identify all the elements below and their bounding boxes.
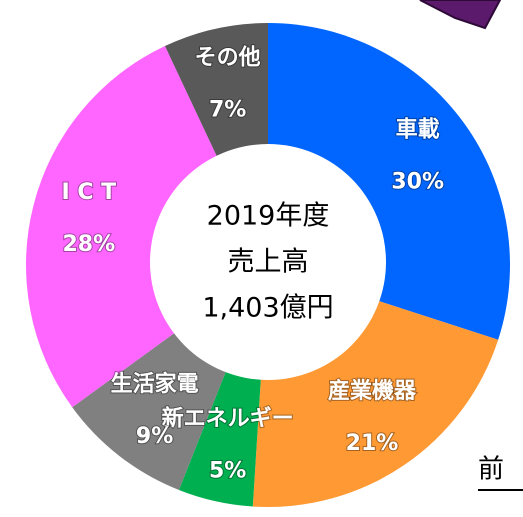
center-label: 1,403億円 xyxy=(202,293,333,324)
value-label: 7% xyxy=(209,97,246,122)
center-label: 2019年度 xyxy=(207,201,330,232)
segment-label: I C T xyxy=(61,180,116,205)
value-label: 9% xyxy=(136,424,173,449)
segment-label: 生活家電 xyxy=(111,371,199,397)
value-label: 28% xyxy=(62,232,115,257)
segment-label: 産業機器 xyxy=(328,378,417,404)
segment-label: その他 xyxy=(195,45,261,70)
center-label: 売上高 xyxy=(228,247,309,278)
value-label: 5% xyxy=(209,459,246,484)
arrow-decoration xyxy=(420,0,500,28)
chart: 2019年度 売上高 1,403億円 前 車載 30% 産業機器 21% 新エネルギー 5… xyxy=(0,0,523,517)
segment-label: 新エネルギー xyxy=(162,406,294,432)
segment-label: 車載 xyxy=(396,116,440,142)
side-text: 前 xyxy=(478,455,504,485)
value-label: 30% xyxy=(391,169,444,194)
value-label: 21% xyxy=(346,431,399,456)
